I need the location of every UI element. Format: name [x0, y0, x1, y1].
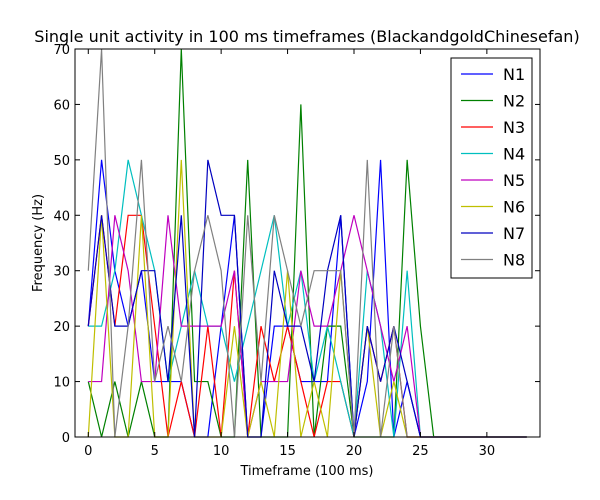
chart-title: Single unit activity in 100 ms timeframe…	[34, 27, 579, 46]
x-tick-label: 0	[84, 444, 92, 459]
plot-frame	[74, 48, 541, 438]
x-axis-label: Timeframe (100 ms)	[239, 464, 373, 479]
y-axis-label: Frequency (Hz)	[31, 194, 46, 292]
x-tick-label: 10	[213, 444, 230, 459]
x-tick-label: 25	[412, 444, 429, 459]
y-tick-label: 60	[53, 98, 70, 113]
legend-label-n7: N7	[503, 224, 525, 243]
legend-label-n1: N1	[503, 65, 525, 84]
legend-label-n8: N8	[503, 251, 525, 270]
x-axis: 0 5 10 15 20 25 30	[84, 49, 495, 459]
x-tick-label: 15	[279, 444, 296, 459]
y-tick-label: 50	[53, 154, 70, 169]
legend-label-n4: N4	[503, 145, 525, 164]
x-tick-label: 5	[151, 444, 159, 459]
x-tick-label: 30	[479, 444, 496, 459]
y-tick-label: 70	[53, 43, 70, 58]
x-tick-label: 20	[346, 444, 363, 459]
legend-box	[450, 57, 533, 279]
legend-label-n2: N2	[503, 92, 525, 111]
y-tick-label: 10	[53, 376, 70, 391]
y-axis: 0 10 20 30 40 50 60 70	[53, 43, 540, 446]
y-tick-label: 20	[53, 320, 70, 335]
y-tick-label: 0	[62, 431, 70, 446]
y-tick-label: 40	[53, 209, 70, 224]
legend: N1 N2 N3 N4 N5 N6 N7 N8	[450, 57, 533, 279]
y-tick-label: 30	[53, 265, 70, 280]
legend-label-n5: N5	[503, 171, 525, 190]
legend-label-n6: N6	[503, 198, 525, 217]
legend-label-n3: N3	[503, 118, 525, 137]
